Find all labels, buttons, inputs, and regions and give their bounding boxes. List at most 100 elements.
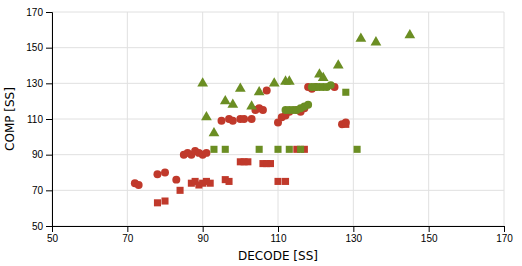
point xyxy=(274,178,281,185)
point xyxy=(404,29,415,38)
point xyxy=(354,146,361,153)
point xyxy=(218,117,226,125)
x-axis-tick: 50 xyxy=(47,226,59,244)
grid-line-y xyxy=(52,154,504,155)
x-axis-tick: 90 xyxy=(198,226,210,244)
point xyxy=(240,115,248,123)
x-axis-tick-mark xyxy=(127,226,128,232)
y-axis-tick-label: 130 xyxy=(26,78,43,89)
point xyxy=(327,81,335,89)
y-axis-tick-mark xyxy=(46,48,52,49)
y-axis-line xyxy=(46,13,53,227)
point xyxy=(161,169,169,177)
chart: 50 70 90 110 130 150 170 50 70 90 110 130 150 170 DECO… xyxy=(0,0,522,266)
point xyxy=(244,158,251,165)
x-axis-tick: 110 xyxy=(271,226,287,244)
points xyxy=(131,29,415,206)
point xyxy=(318,72,329,81)
y-axis-tick: 150 xyxy=(26,42,52,53)
point xyxy=(286,146,293,153)
point xyxy=(248,115,256,123)
y-axis-tick-label: 70 xyxy=(32,185,44,196)
point xyxy=(209,127,220,136)
point xyxy=(135,181,143,189)
point xyxy=(297,146,304,153)
point xyxy=(197,77,208,86)
point xyxy=(154,199,161,206)
x-axis-tick-label: 110 xyxy=(271,233,287,244)
series xyxy=(131,83,350,189)
y-axis-tick-mark xyxy=(46,12,52,13)
y-axis-tick: 170 xyxy=(26,7,52,18)
x-axis-tick-label: 170 xyxy=(496,233,513,244)
x-axis-tick: 130 xyxy=(345,226,362,244)
point xyxy=(342,89,349,96)
grid-line-y xyxy=(52,47,504,48)
point xyxy=(304,101,312,109)
y-axis-tick: 90 xyxy=(32,149,52,160)
point xyxy=(254,86,265,95)
y-axis-title: COMP [SS] xyxy=(3,87,17,151)
x-axis-tick-mark xyxy=(203,226,204,232)
point xyxy=(220,95,231,104)
y-axis-tick-mark xyxy=(46,190,52,191)
point xyxy=(201,111,212,120)
y-axis-tick-label: 90 xyxy=(32,149,44,160)
x-axis-tick-label: 50 xyxy=(47,233,59,244)
point xyxy=(269,77,280,86)
y-axis-tick: 130 xyxy=(26,78,52,89)
series xyxy=(282,81,335,114)
series xyxy=(154,121,349,207)
x-axis-tick-label: 90 xyxy=(198,233,210,244)
point xyxy=(227,99,238,108)
x-axis-line xyxy=(53,227,505,233)
point xyxy=(355,33,366,42)
x-axis-tick-label: 150 xyxy=(421,233,438,244)
grid-line-y xyxy=(52,12,504,13)
y-axis-tick-mark xyxy=(46,226,52,227)
series xyxy=(210,89,360,153)
x-axis-tick: 150 xyxy=(421,226,438,244)
grid-line-y xyxy=(52,190,504,191)
point xyxy=(284,75,295,84)
point xyxy=(235,82,246,91)
point xyxy=(202,149,210,157)
x-axis-tick-mark xyxy=(278,226,279,232)
x-axis-tick-label: 70 xyxy=(122,233,134,244)
y-axis-tick: 50 xyxy=(32,221,52,232)
x-axis-tick-mark xyxy=(353,226,354,232)
point xyxy=(371,36,382,45)
point xyxy=(172,176,180,184)
y-axis-tick-label: 110 xyxy=(27,114,43,125)
y-axis-tick-mark xyxy=(46,119,52,120)
point xyxy=(153,170,161,178)
y-axis-tick-mark xyxy=(46,155,52,156)
x-axis: 50 70 90 110 130 150 170 xyxy=(47,226,513,244)
point xyxy=(229,117,237,125)
point xyxy=(333,59,344,68)
y-axis-tick: 70 xyxy=(32,185,52,196)
series xyxy=(197,29,415,136)
point xyxy=(225,178,232,185)
x-axis-title: DECODE [SS] xyxy=(238,249,318,263)
y-axis-tick-label: 170 xyxy=(26,7,43,18)
point xyxy=(282,178,289,185)
x-axis-tick-label: 130 xyxy=(345,233,362,244)
y-axis-tick-label: 50 xyxy=(32,221,44,232)
grid xyxy=(52,12,504,226)
plot: 50 70 90 110 130 150 170 50 70 90 110 130 150 170 xyxy=(26,7,513,244)
point xyxy=(256,146,263,153)
point xyxy=(207,180,214,187)
x-axis-tick-mark xyxy=(504,226,505,232)
point xyxy=(267,160,274,167)
point xyxy=(222,146,229,153)
y-axis-tick: 110 xyxy=(27,114,52,125)
y-axis: 50 70 90 110 130 150 170 xyxy=(26,7,52,232)
point xyxy=(274,146,281,153)
point xyxy=(342,121,349,128)
point xyxy=(177,187,184,194)
y-axis-tick-label: 150 xyxy=(26,42,43,53)
point xyxy=(161,197,168,204)
point xyxy=(210,146,217,153)
x-axis-tick-mark xyxy=(429,226,430,232)
